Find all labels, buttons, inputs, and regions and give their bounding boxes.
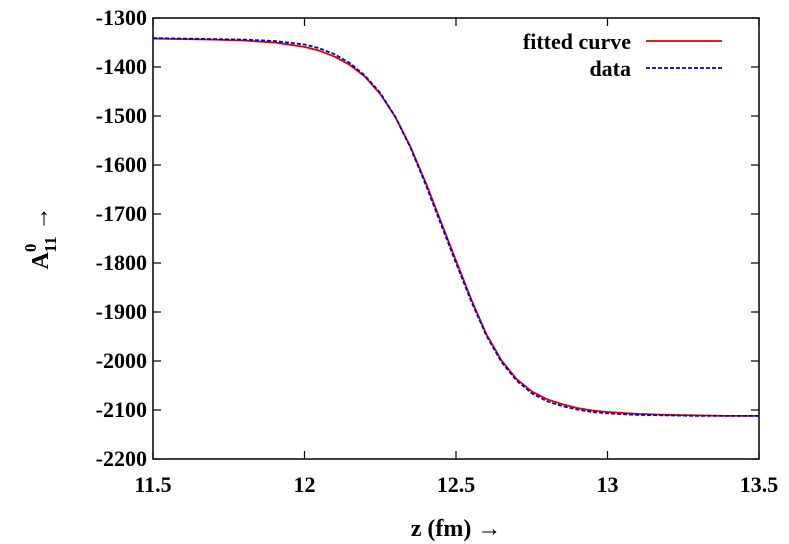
y-tick-label: -2000 — [96, 348, 147, 373]
y-tick-label: -2200 — [96, 446, 147, 471]
y-tick-label: -1700 — [96, 201, 147, 226]
legend-label: fitted curve — [523, 29, 631, 54]
y-axis-title-base: A — [28, 251, 54, 269]
y-tick-label: -1300 — [96, 5, 147, 30]
y-tick-label: -1600 — [96, 152, 147, 177]
y-tick-label: -1500 — [96, 103, 147, 128]
x-tick-label: 13.5 — [740, 472, 779, 497]
legend-label: data — [589, 56, 631, 81]
y-axis-title-sup: 0 — [21, 244, 40, 253]
x-tick-label: 12 — [294, 472, 316, 497]
y-tick-label: -1400 — [96, 54, 147, 79]
y-tick-label: -1900 — [96, 299, 147, 324]
y-tick-label: -2100 — [96, 397, 147, 422]
plot-area-frame — [152, 17, 760, 460]
series-line-data — [152, 37, 759, 417]
x-axis-title: z (fm) → — [411, 516, 502, 542]
y-axis-title-sub: 11 — [41, 237, 60, 253]
y-axis: -1300 -1400 -1500 -1600 -1700 -1800 -1900 -2000… — [96, 5, 759, 471]
y-axis-title: A011 → — [21, 207, 60, 270]
y-tick-label: -1800 — [96, 250, 147, 275]
svg-text:A011→: A011 → — [21, 207, 60, 270]
series-line-fitted-curve — [152, 37, 759, 417]
x-tick-label: 11.5 — [134, 472, 171, 497]
x-tick-label: 12.5 — [437, 472, 476, 497]
series-layer — [152, 37, 759, 417]
x-axis: 11.5 12 12.5 13 13.5 — [134, 18, 778, 497]
y-axis-title-arrow: → — [28, 207, 54, 231]
x-tick-label: 13 — [597, 472, 619, 497]
